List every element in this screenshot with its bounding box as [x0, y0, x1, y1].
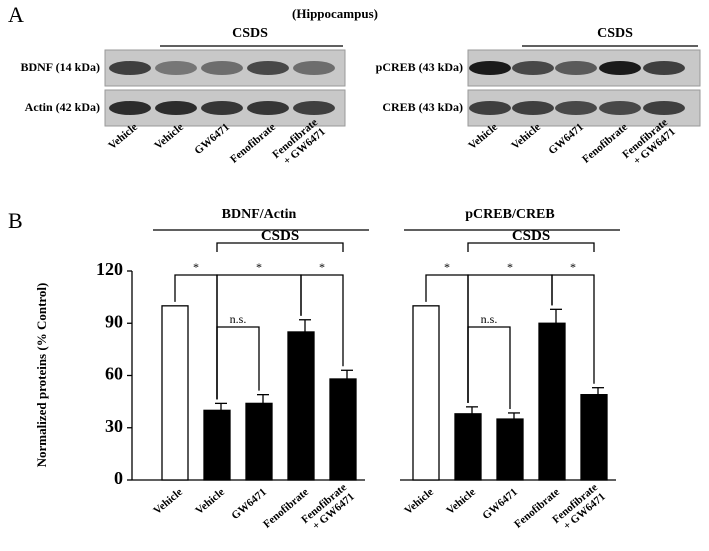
bar	[245, 402, 273, 481]
group-label: CSDS	[261, 228, 299, 244]
blot-band	[155, 101, 197, 115]
significance-bracket	[551, 274, 595, 384]
x-tick-label: GW6471	[229, 486, 269, 522]
bar	[412, 305, 440, 481]
blot-band	[247, 101, 289, 115]
blot-row-label: Actin (42 kDa)	[25, 100, 100, 114]
significance-bracket	[467, 326, 511, 409]
blot-band	[599, 101, 641, 115]
blot-band	[643, 61, 685, 75]
blot-row-label: pCREB (43 kDa)	[376, 60, 463, 74]
x-tick-label: Fenofibrate	[261, 486, 311, 531]
blot-band	[247, 61, 289, 75]
significance-label: *	[193, 260, 199, 274]
lane-label: Fenofibrate	[580, 121, 630, 166]
panel-label: A	[8, 2, 24, 27]
blot-band	[512, 61, 554, 75]
blot-band	[599, 61, 641, 75]
x-tick-label: Vehicle	[444, 486, 478, 517]
blot-band	[293, 101, 335, 115]
blot-group-label: CSDS	[597, 26, 633, 41]
x-tick-label: Fenofibrate	[512, 486, 562, 531]
significance-label: *	[444, 260, 450, 274]
significance-bracket	[300, 274, 344, 367]
blot-band	[643, 101, 685, 115]
blot-band	[109, 61, 151, 75]
chart-title: pCREB/CREB	[465, 207, 554, 222]
blot-band	[469, 101, 511, 115]
bar	[287, 331, 315, 481]
lane-label: Fenofibrate	[228, 121, 278, 166]
y-tick-label: 30	[105, 416, 123, 436]
x-tick-label: Vehicle	[151, 486, 185, 517]
bar	[203, 409, 231, 481]
blot-band	[555, 101, 597, 115]
chart-title: BDNF/Actin	[222, 207, 297, 222]
blot-band	[512, 101, 554, 115]
blot-row-label: CREB (43 kDa)	[382, 100, 463, 114]
blot-band	[293, 61, 335, 75]
significance-label: *	[256, 260, 262, 274]
significance-label: *	[507, 260, 513, 274]
significance-bracket	[216, 326, 260, 400]
blot-group-label: CSDS	[232, 26, 268, 41]
x-tick-label: Vehicle	[193, 486, 227, 517]
x-tick-label: Fenofibrate+ GW6471	[299, 481, 357, 535]
x-tick-label: Vehicle	[402, 486, 436, 517]
x-tick-label: Fenofibrate+ GW6471	[550, 481, 608, 535]
bar	[580, 394, 608, 481]
y-tick-label: 120	[96, 259, 123, 279]
blot-band	[469, 61, 511, 75]
bar	[161, 305, 189, 481]
blot-band	[155, 61, 197, 75]
bar	[454, 413, 482, 481]
significance-label: n.s.	[481, 312, 498, 326]
y-tick-label: 90	[105, 311, 123, 331]
group-bracket	[467, 242, 595, 252]
y-tick-label: 0	[114, 468, 123, 488]
bar	[329, 378, 357, 481]
significance-label: *	[319, 260, 325, 274]
significance-label: *	[570, 260, 576, 274]
blot-band	[555, 61, 597, 75]
blot-band	[201, 101, 243, 115]
blot-title: (Hippocampus)	[292, 6, 378, 21]
y-tick-label: 60	[105, 364, 123, 384]
y-axis-label: Normalized proteins (% Control)	[34, 283, 49, 468]
x-tick-label: GW6471	[480, 486, 520, 522]
bar	[496, 418, 524, 481]
group-bracket	[216, 242, 344, 252]
group-label: CSDS	[512, 228, 550, 244]
blot-band	[109, 101, 151, 115]
blot-row-label: BDNF (14 kDa)	[20, 60, 100, 74]
bar	[538, 322, 566, 481]
significance-label: n.s.	[230, 312, 247, 326]
blot-band	[201, 61, 243, 75]
panel-label: B	[8, 208, 23, 233]
